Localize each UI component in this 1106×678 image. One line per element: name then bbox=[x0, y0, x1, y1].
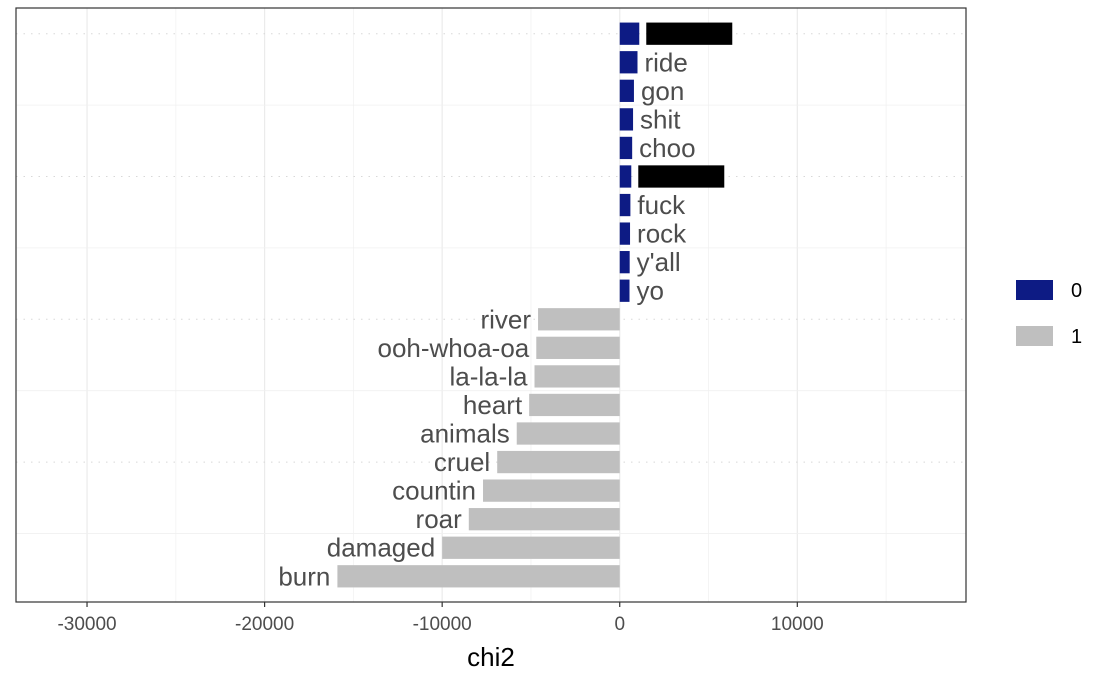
bar-label-2: gon bbox=[641, 76, 684, 106]
x-tick-label: -30000 bbox=[57, 614, 116, 635]
bar-6 bbox=[619, 193, 631, 217]
bars bbox=[337, 22, 640, 588]
legend-key-0 bbox=[1016, 280, 1053, 300]
x-tick-label: 10000 bbox=[771, 614, 824, 635]
legend-label-1: 1 bbox=[1071, 326, 1082, 348]
bar-label-1: ride bbox=[644, 47, 687, 77]
bar-label-4: choo bbox=[639, 133, 695, 163]
bar-label-12: la-la-la bbox=[449, 361, 528, 391]
bar-5 bbox=[619, 165, 632, 188]
redacted-label-box bbox=[646, 22, 733, 45]
bar-label-11: ooh-whoa-oa bbox=[377, 333, 529, 363]
bar-15 bbox=[497, 450, 620, 474]
bar-label-8: y'all bbox=[637, 247, 681, 277]
bar-9 bbox=[619, 279, 630, 302]
bar-label-6: fuck bbox=[637, 190, 686, 220]
bar-label-17: roar bbox=[416, 504, 463, 534]
bar-2 bbox=[619, 79, 634, 102]
redacted-label-box bbox=[638, 165, 725, 188]
bar-label-7: rock bbox=[637, 219, 687, 249]
bar-label-16: countin bbox=[392, 476, 476, 506]
bar-label-3: shit bbox=[640, 104, 681, 134]
legend: 01 bbox=[1016, 280, 1082, 348]
x-tick-label: -10000 bbox=[413, 614, 472, 635]
bar-8 bbox=[619, 251, 630, 274]
bar-13 bbox=[529, 393, 620, 417]
bar-label-9: yo bbox=[637, 276, 664, 306]
bar-4 bbox=[619, 136, 633, 160]
x-tick-label: -20000 bbox=[235, 614, 294, 635]
bar-0 bbox=[619, 22, 640, 45]
bar-label-14: animals bbox=[420, 419, 510, 449]
x-axis: -30000 -20000 -10000 0 10000 bbox=[57, 602, 824, 635]
bar-18 bbox=[442, 536, 620, 559]
bar-label-13: heart bbox=[463, 390, 523, 420]
bar-19 bbox=[337, 565, 620, 588]
bar-17 bbox=[468, 508, 620, 531]
bar-label-10: river bbox=[480, 304, 531, 334]
bar-12 bbox=[534, 365, 620, 388]
bar-14 bbox=[516, 422, 620, 445]
legend-label-0: 0 bbox=[1071, 280, 1082, 302]
bar-label-15: cruel bbox=[434, 447, 490, 477]
bar-7 bbox=[619, 222, 631, 245]
bar-11 bbox=[536, 336, 620, 359]
bar-10 bbox=[538, 308, 620, 331]
grid-lines bbox=[16, 8, 966, 602]
legend-key-1 bbox=[1016, 326, 1053, 346]
bar-3 bbox=[619, 108, 634, 131]
panel-border bbox=[15, 7, 967, 603]
x-tick-label: 0 bbox=[614, 614, 625, 635]
panel-background bbox=[16, 8, 966, 602]
bar-16 bbox=[483, 479, 620, 502]
bar-label-18: damaged bbox=[327, 533, 435, 563]
x-axis-title: chi2 bbox=[467, 642, 515, 672]
bar-1 bbox=[619, 51, 638, 74]
bar-label-19: burn bbox=[278, 561, 330, 591]
